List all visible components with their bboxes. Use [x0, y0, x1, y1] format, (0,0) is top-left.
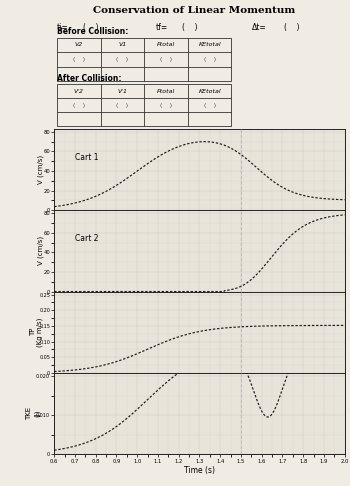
Text: (    ): ( ) [182, 23, 197, 32]
Text: Ptotal: Ptotal [157, 89, 175, 94]
Text: tf=: tf= [156, 23, 168, 32]
Text: Cart 2: Cart 2 [75, 234, 98, 243]
Text: (    ): ( ) [83, 23, 99, 32]
Text: Δt=: Δt= [252, 23, 267, 32]
Text: (    ): ( ) [73, 57, 85, 62]
Text: Ptotal: Ptotal [157, 42, 175, 47]
Text: After Collision:: After Collision: [57, 73, 122, 83]
Y-axis label: TP
(Kg m/s): TP (Kg m/s) [30, 317, 43, 347]
Text: V'2: V'2 [74, 89, 84, 94]
Text: (    ): ( ) [204, 103, 216, 108]
Bar [57, 85, 231, 126]
X-axis label: Time (s): Time (s) [184, 467, 215, 475]
Text: (    ): ( ) [73, 103, 85, 108]
Text: V2: V2 [75, 42, 83, 47]
Text: Before Collision:: Before Collision: [57, 27, 128, 36]
Text: (    ): ( ) [160, 57, 172, 62]
Text: ti=: ti= [57, 23, 69, 32]
Y-axis label: TKE
(J): TKE (J) [27, 407, 40, 420]
Y-axis label: V (cm/s): V (cm/s) [37, 236, 44, 265]
Text: (    ): ( ) [160, 103, 172, 108]
Text: (    ): ( ) [204, 57, 216, 62]
Text: V'1: V'1 [118, 89, 127, 94]
Text: (    ): ( ) [284, 23, 299, 32]
Text: KEtotal: KEtotal [198, 42, 221, 47]
Y-axis label: V (cm/s): V (cm/s) [37, 155, 44, 184]
Text: KEtotal: KEtotal [198, 89, 221, 94]
Text: (    ): ( ) [117, 103, 128, 108]
Text: Conservation of Linear Momentum: Conservation of Linear Momentum [92, 6, 295, 15]
Bar [57, 38, 231, 81]
Text: (    ): ( ) [117, 57, 128, 62]
Text: V1: V1 [118, 42, 127, 47]
Text: Cart 1: Cart 1 [75, 153, 98, 162]
